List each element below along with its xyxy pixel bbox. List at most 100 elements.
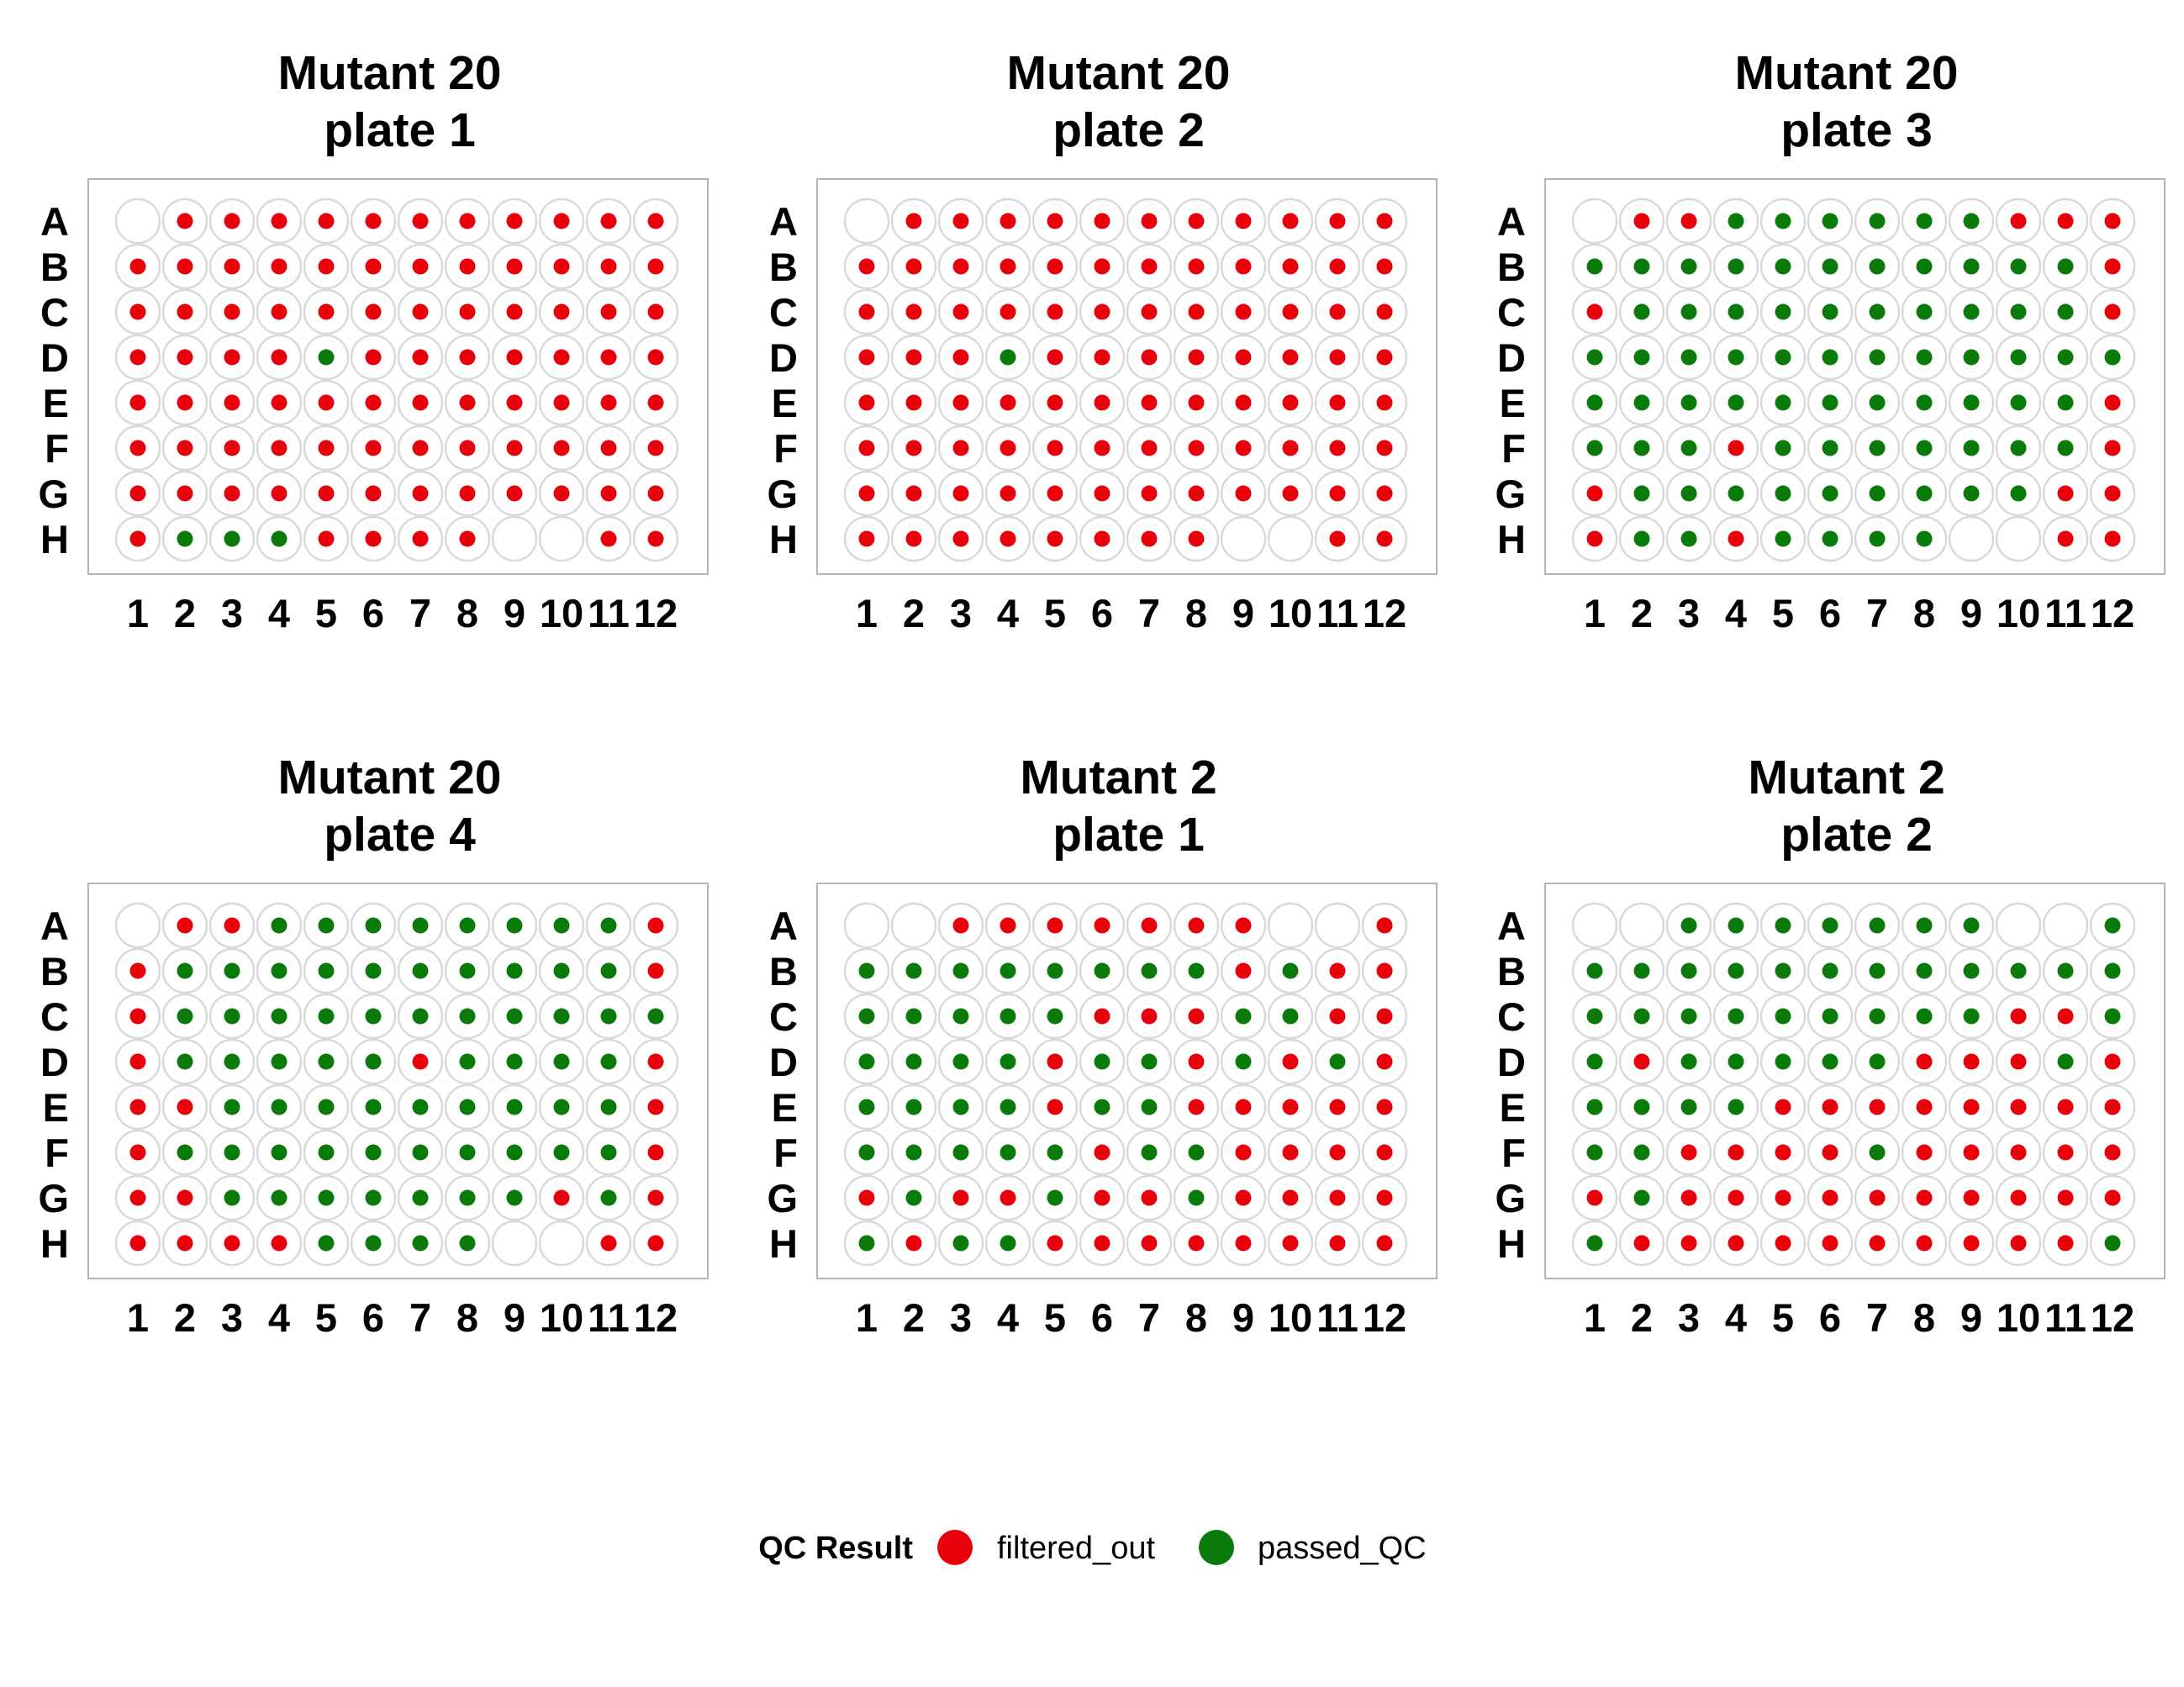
well-filtered-out bbox=[553, 485, 570, 502]
well-filtered-out bbox=[271, 213, 288, 229]
row-tick-label: H bbox=[40, 1221, 69, 1266]
well-passed-qc bbox=[459, 1189, 476, 1206]
row-tick-label: H bbox=[40, 517, 69, 561]
well-passed-qc bbox=[600, 1099, 617, 1115]
well-filtered-out bbox=[1963, 1099, 1980, 1115]
well-filtered-out bbox=[952, 485, 969, 502]
well-passed-qc bbox=[1728, 962, 1744, 979]
well-filtered-out bbox=[1963, 1053, 1980, 1070]
well-passed-qc bbox=[1000, 349, 1016, 366]
well-filtered-out bbox=[1000, 213, 1016, 229]
well-filtered-out bbox=[177, 213, 193, 229]
well-filtered-out bbox=[177, 1099, 193, 1115]
well-filtered-out bbox=[905, 258, 922, 275]
well-filtered-out bbox=[177, 258, 193, 275]
well-filtered-out bbox=[600, 394, 617, 411]
plate-title-line1: Mutant 2 bbox=[1020, 751, 1216, 804]
row-tick-label: G bbox=[1495, 472, 1526, 516]
well-filtered-out bbox=[647, 1099, 664, 1115]
well-filtered-out bbox=[2010, 1189, 2027, 1206]
well-filtered-out bbox=[1047, 213, 1063, 229]
well-filtered-out bbox=[1376, 1189, 1393, 1206]
well-passed-qc bbox=[1869, 530, 1886, 547]
column-tick-label: 4 bbox=[268, 591, 290, 635]
well-filtered-out bbox=[553, 303, 570, 320]
well-filtered-out bbox=[412, 213, 429, 229]
well-filtered-out bbox=[1633, 1053, 1650, 1070]
well-passed-qc bbox=[1000, 962, 1016, 979]
column-tick-label: 8 bbox=[1913, 591, 1935, 635]
well-passed-qc bbox=[1775, 258, 1791, 275]
well-filtered-out bbox=[2104, 440, 2121, 456]
legend-key-passed-qc bbox=[1199, 1530, 1234, 1565]
column-tick-label: 7 bbox=[1138, 1295, 1160, 1340]
well-filtered-out bbox=[1094, 213, 1110, 229]
row-tick-label: G bbox=[767, 472, 798, 516]
column-tick-label: 5 bbox=[315, 591, 337, 635]
well-filtered-out bbox=[1094, 440, 1110, 456]
well-passed-qc bbox=[600, 1144, 617, 1161]
well-filtered-out bbox=[553, 349, 570, 366]
well-filtered-out bbox=[1094, 1189, 1110, 1206]
well-filtered-out bbox=[1329, 349, 1346, 366]
well-filtered-out bbox=[2104, 303, 2121, 320]
well-passed-qc bbox=[506, 1189, 523, 1206]
well-filtered-out bbox=[553, 1189, 570, 1206]
well-filtered-out bbox=[506, 440, 523, 456]
well-filtered-out bbox=[1376, 1008, 1393, 1025]
well-filtered-out bbox=[1094, 1144, 1110, 1161]
well-filtered-out bbox=[1094, 394, 1110, 411]
column-tick-label: 4 bbox=[1725, 1295, 1747, 1340]
row-tick-label: B bbox=[40, 949, 69, 994]
well-filtered-out bbox=[412, 530, 429, 547]
well-passed-qc bbox=[1680, 1053, 1697, 1070]
well-passed-qc bbox=[1000, 1235, 1016, 1252]
well-passed-qc bbox=[318, 962, 335, 979]
well-filtered-out bbox=[1728, 1189, 1744, 1206]
well-passed-qc bbox=[1094, 1099, 1110, 1115]
well-passed-qc bbox=[1680, 1008, 1697, 1025]
well-filtered-out bbox=[271, 258, 288, 275]
well-passed-qc bbox=[1282, 962, 1299, 979]
well-passed-qc bbox=[224, 1008, 240, 1025]
well-passed-qc bbox=[905, 1053, 922, 1070]
well-passed-qc bbox=[271, 1189, 288, 1206]
column-tick-label: 3 bbox=[1678, 591, 1700, 635]
well-passed-qc bbox=[1633, 394, 1650, 411]
well-passed-qc bbox=[1869, 349, 1886, 366]
well-filtered-out bbox=[952, 258, 969, 275]
well-passed-qc bbox=[318, 1144, 335, 1161]
well-filtered-out bbox=[1329, 485, 1346, 502]
well-filtered-out bbox=[952, 530, 969, 547]
well-filtered-out bbox=[1633, 1235, 1650, 1252]
well-filtered-out bbox=[318, 394, 335, 411]
well-passed-qc bbox=[905, 1189, 922, 1206]
well-filtered-out bbox=[318, 258, 335, 275]
well-passed-qc bbox=[553, 1099, 570, 1115]
well-passed-qc bbox=[1916, 303, 1933, 320]
legend: QC Result filtered_out passed_QC bbox=[758, 1530, 1427, 1566]
well-filtered-out bbox=[459, 349, 476, 366]
well-filtered-out bbox=[647, 962, 664, 979]
column-tick-label: 1 bbox=[127, 1295, 149, 1340]
column-tick-label: 8 bbox=[456, 1295, 478, 1340]
well-filtered-out bbox=[1376, 258, 1393, 275]
well-filtered-out bbox=[1329, 213, 1346, 229]
well-passed-qc bbox=[1680, 303, 1697, 320]
well-filtered-out bbox=[1188, 530, 1205, 547]
well-passed-qc bbox=[1728, 917, 1744, 934]
well-passed-qc bbox=[271, 1099, 288, 1115]
well-filtered-out bbox=[1000, 917, 1016, 934]
well-passed-qc bbox=[412, 1008, 429, 1025]
well-filtered-out bbox=[1094, 303, 1110, 320]
well-passed-qc bbox=[1822, 530, 1838, 547]
well-filtered-out bbox=[177, 394, 193, 411]
column-tick-label: 6 bbox=[1091, 1295, 1113, 1340]
well-filtered-out bbox=[858, 394, 875, 411]
well-passed-qc bbox=[1869, 917, 1886, 934]
well-passed-qc bbox=[1916, 394, 1933, 411]
well-filtered-out bbox=[412, 394, 429, 411]
well-filtered-out bbox=[2104, 394, 2121, 411]
row-tick-label: B bbox=[1497, 949, 1526, 994]
well-passed-qc bbox=[1728, 213, 1744, 229]
